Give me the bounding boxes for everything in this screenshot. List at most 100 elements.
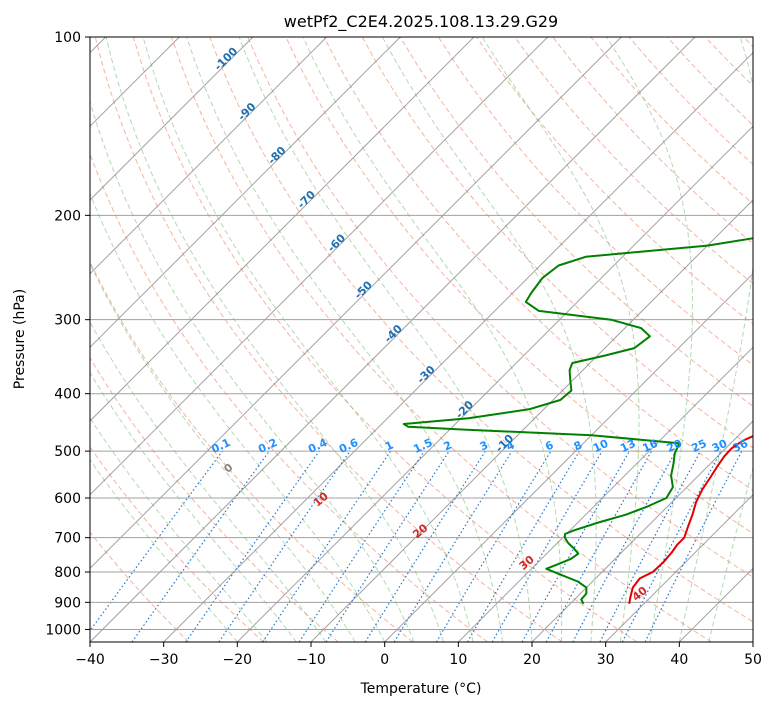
- dry-adiabat: [399, 37, 753, 407]
- moist-adiabat: [90, 99, 415, 642]
- y-tick-label: 300: [54, 313, 81, 329]
- y-axis-ticks: 100 200 300 400 500 600 700 800 900 1000: [45, 30, 90, 638]
- isotherm: [678, 567, 753, 642]
- dry-adiabat-label: 0: [221, 461, 235, 476]
- dry-adiabat: [666, 37, 753, 126]
- mixing-ratio-line: [572, 450, 677, 642]
- moist-adiabat: [186, 37, 503, 642]
- dry-adiabat: [90, 531, 190, 642]
- x-tick-label: −10: [296, 652, 326, 668]
- line-labels: 0.1 0.2 0.4 0.6 1 1.5 2 3 4 6 8 10 13 16 20 25 30 36-100-…: [209, 44, 750, 603]
- y-tick-label: 400: [54, 387, 81, 403]
- mixing-ratio-label: 0.4: [306, 436, 329, 456]
- moist-adiabat: [381, 37, 597, 642]
- x-tick-label: −30: [149, 652, 179, 668]
- dry-adiabat: [590, 37, 753, 205]
- isotherm: [163, 51, 753, 642]
- dry-adiabat: [704, 37, 753, 87]
- mixing-ratio-line: [599, 450, 702, 642]
- dry-adiabat: [285, 37, 753, 535]
- moist-adiabat: [678, 37, 753, 642]
- mixing-ratio-label: 16: [640, 437, 660, 455]
- y-tick-label: 100: [54, 30, 81, 46]
- moist-adiabat: [90, 459, 238, 642]
- dry-adiabat: [514, 37, 753, 285]
- x-axis-ticks: −40 −30 −20 −10 0 10 20 30 40 50: [75, 642, 762, 668]
- y-tick-label: 800: [54, 565, 81, 581]
- mixing-ratio-line: [262, 450, 392, 642]
- moist-adiabat: [238, 37, 533, 642]
- x-tick-label: 20: [523, 652, 541, 668]
- mixing-ratio-label: 0.1: [209, 436, 232, 456]
- y-tick-label: 700: [54, 531, 81, 547]
- isotherm: [531, 420, 753, 642]
- x-tick-label: 0: [380, 652, 389, 668]
- x-axis-label: Temperature (°C): [360, 681, 482, 697]
- isotherm-label: -30: [414, 363, 437, 386]
- isotherm-label: -60: [325, 231, 348, 254]
- pressure-gridlines: [90, 36, 753, 630]
- mixing-ratio-line: [325, 450, 450, 642]
- x-tick-label: 30: [597, 652, 615, 668]
- moist-adiabat: [90, 417, 268, 642]
- moist-adiabat: [90, 321, 327, 642]
- isotherm-label: -50: [352, 278, 375, 301]
- isotherm: [90, 37, 475, 422]
- y-tick-label: 500: [54, 444, 81, 460]
- x-tick-label: 40: [670, 652, 688, 668]
- y-axis-label: Pressure (hPa): [12, 289, 28, 389]
- mixing-ratio-line: [644, 450, 743, 642]
- x-tick-label: −20: [223, 652, 253, 668]
- mixing-ratio-line: [393, 450, 513, 642]
- moist-adiabat: [481, 37, 640, 642]
- isotherm: [90, 37, 696, 642]
- dry-adiabat: [323, 37, 753, 491]
- dry-adiabat: [94, 37, 563, 642]
- dry-adiabat: [361, 37, 753, 449]
- y-tick-label: 900: [54, 595, 81, 611]
- background-lines: [90, 37, 753, 642]
- isotherm: [384, 272, 753, 642]
- moist-adiabat: [606, 37, 693, 642]
- mixing-ratio-label: 10: [591, 437, 611, 455]
- dry-adiabat: [437, 37, 753, 366]
- isotherm: [310, 199, 753, 642]
- isotherm: [457, 346, 753, 642]
- isotherm: [90, 37, 328, 275]
- dry-adiabat: [90, 260, 414, 642]
- dry-adiabat: [171, 37, 712, 642]
- mixing-ratio-line: [521, 450, 631, 642]
- chart-title: wetPf2_C2E4.2025.108.13.29.G29: [284, 12, 558, 32]
- x-tick-label: 50: [744, 652, 762, 668]
- isotherm-label: -70: [295, 188, 318, 211]
- mixing-ratio-line: [545, 450, 653, 642]
- mixing-ratio-label: 0.6: [337, 436, 360, 456]
- sounding-profiles: [402, 237, 753, 605]
- y-tick-label: 200: [54, 208, 81, 224]
- x-tick-label: −40: [75, 652, 105, 668]
- dry-adiabat: [90, 356, 339, 642]
- mixing-ratio-line: [131, 450, 270, 642]
- dry-adiabat: [132, 37, 638, 642]
- isotherm: [605, 493, 753, 642]
- mixing-ratio-label: 30: [710, 437, 730, 455]
- dry-adiabat: [247, 37, 753, 578]
- moist-adiabat: [105, 37, 445, 642]
- isotherm: [90, 37, 622, 570]
- mixing-ratio-label: 25: [689, 437, 708, 455]
- isotherm: [90, 37, 549, 496]
- dewpoint-profile: [402, 237, 753, 605]
- isotherm-label: -90: [235, 100, 258, 123]
- mixing-ratio-label: 1.5: [411, 436, 434, 456]
- mixing-ratio-line: [466, 450, 580, 642]
- dry-adiabat: [90, 446, 264, 642]
- dry-adiabat: [90, 152, 488, 642]
- mixing-ratio-line: [218, 450, 351, 642]
- mixing-ratio-line: [185, 450, 320, 642]
- isotherm: [236, 125, 753, 642]
- moist-adiabat: [708, 465, 753, 642]
- moist-adiabat: [90, 192, 386, 642]
- mixing-ratio-line: [298, 450, 425, 642]
- mixing-ratio-label: 20: [665, 437, 685, 455]
